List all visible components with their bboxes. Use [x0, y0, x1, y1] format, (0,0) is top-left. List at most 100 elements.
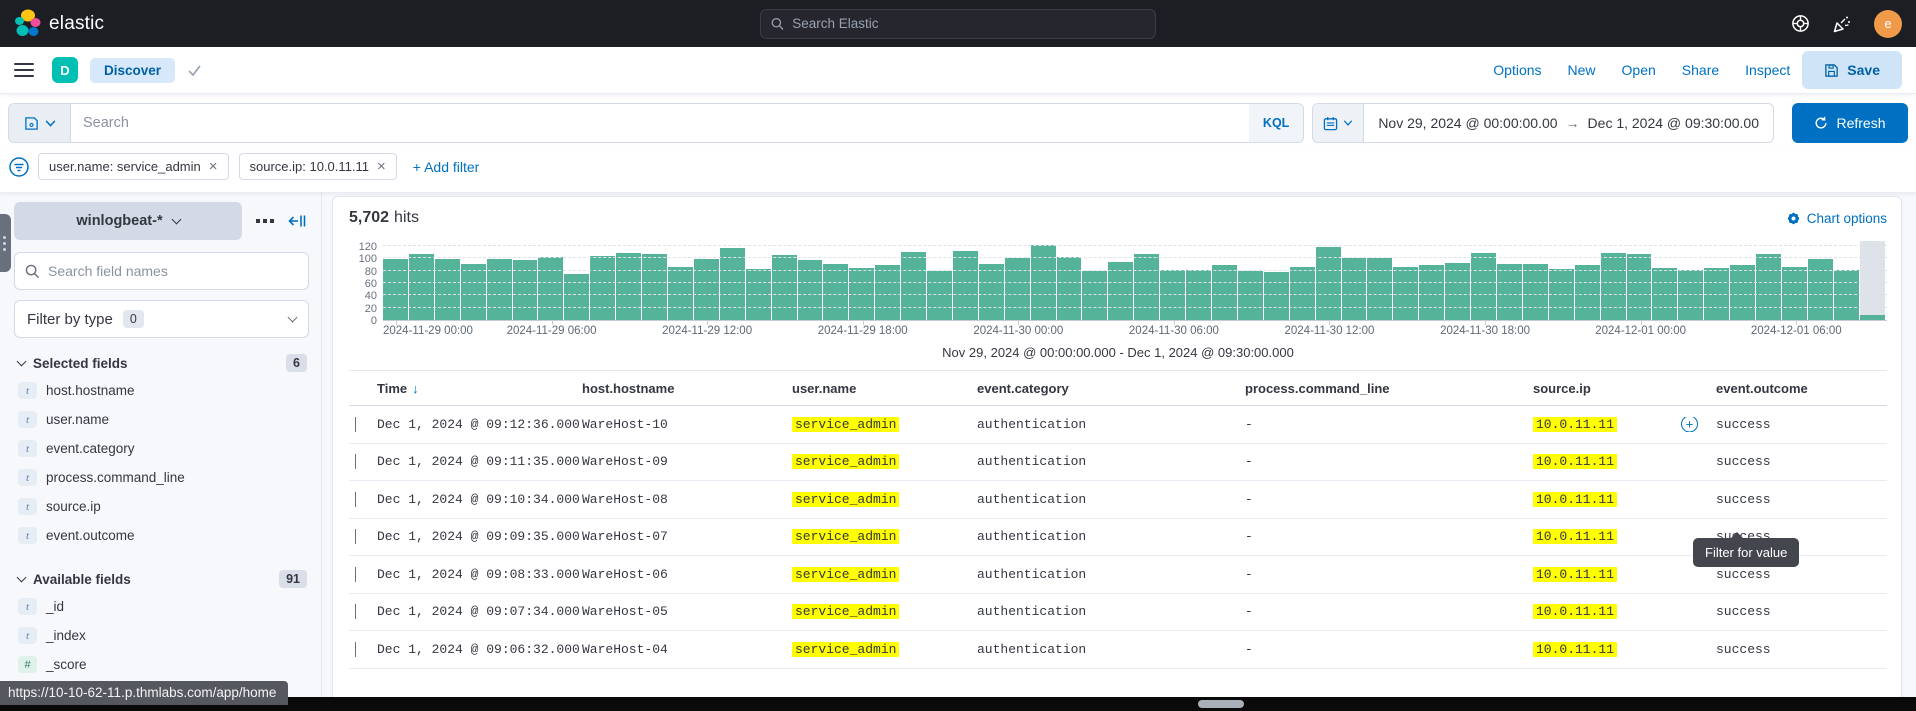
refresh-button[interactable]: Refresh [1792, 103, 1908, 143]
histogram-bar[interactable] [1445, 241, 1470, 320]
histogram-bar[interactable] [668, 241, 693, 320]
expand-row-icon[interactable] [355, 529, 356, 544]
column-header-time[interactable]: Time ↓ [377, 381, 582, 396]
date-from[interactable]: Nov 29, 2024 @ 00:00:00.00 [1378, 115, 1557, 131]
elastic-logo[interactable]: elastic [14, 9, 104, 38]
index-pattern-selector[interactable]: winlogbeat-* [14, 202, 242, 240]
histogram-bar[interactable] [1108, 241, 1133, 320]
field-item-_id[interactable]: t_id [14, 592, 309, 621]
column-header-source-ip[interactable]: source.ip [1533, 381, 1716, 396]
expand-row-icon[interactable] [355, 417, 356, 432]
histogram-bar[interactable] [1082, 241, 1107, 320]
histogram-bar[interactable] [953, 241, 978, 320]
histogram-bar[interactable] [1134, 241, 1159, 320]
histogram-bar[interactable] [720, 241, 745, 320]
query-language-button[interactable]: KQL [1249, 104, 1303, 142]
histogram-bar[interactable] [1730, 241, 1755, 320]
histogram-bar[interactable] [1678, 241, 1703, 320]
histogram-bar[interactable] [1393, 241, 1418, 320]
histogram-bar[interactable] [694, 241, 719, 320]
histogram-bar[interactable] [1031, 241, 1056, 320]
histogram-bar[interactable] [538, 241, 563, 320]
histogram-bar[interactable] [1523, 241, 1548, 320]
expand-row-icon[interactable] [355, 604, 356, 619]
histogram-bar[interactable] [1575, 241, 1600, 320]
histogram-bar[interactable] [1756, 241, 1781, 320]
histogram-bar[interactable] [409, 241, 434, 320]
saved-query-menu-button[interactable] [9, 104, 71, 142]
histogram-bar[interactable] [1342, 241, 1367, 320]
histogram-bar[interactable] [1782, 241, 1807, 320]
help-icon[interactable] [1791, 14, 1810, 33]
histogram-bar[interactable] [1160, 241, 1185, 320]
expand-row-icon[interactable] [355, 642, 356, 657]
remove-filter-icon[interactable]: × [377, 159, 386, 174]
global-search-input[interactable] [792, 16, 1145, 31]
appbar-link-options[interactable]: Options [1493, 62, 1541, 78]
histogram-bar[interactable] [979, 241, 1004, 320]
selected-fields-header[interactable]: Selected fields 6 [18, 354, 309, 372]
expand-row-icon[interactable] [355, 567, 356, 582]
field-item-process.command_line[interactable]: tprocess.command_line [14, 463, 309, 492]
save-button[interactable]: Save [1802, 51, 1902, 89]
column-header-user-name[interactable]: user.name [792, 381, 977, 396]
field-item-event.category[interactable]: tevent.category [14, 434, 309, 463]
histogram-bar[interactable] [513, 241, 538, 320]
date-to[interactable]: Dec 1, 2024 @ 09:30:00.00 [1588, 115, 1759, 131]
column-header-event-outcome[interactable]: event.outcome [1716, 381, 1887, 396]
filter-pill[interactable]: user.name: service_admin× [38, 153, 229, 180]
expand-row-icon[interactable] [355, 454, 356, 469]
histogram-bar[interactable] [642, 241, 667, 320]
index-options-icon[interactable] [252, 215, 278, 227]
histogram-bar[interactable] [487, 241, 512, 320]
global-search[interactable] [760, 9, 1156, 39]
histogram-bar[interactable] [1367, 241, 1392, 320]
histogram-bar[interactable] [1471, 241, 1496, 320]
histogram-bar[interactable] [1290, 241, 1315, 320]
query-input[interactable] [71, 115, 1249, 131]
field-search-input[interactable] [48, 263, 298, 279]
field-item-source.ip[interactable]: tsource.ip [14, 492, 309, 521]
expand-row-icon[interactable] [355, 492, 356, 507]
available-fields-header[interactable]: Available fields 91 [18, 570, 309, 588]
field-item-_score[interactable]: #_score [14, 650, 309, 679]
histogram-bar[interactable] [1057, 241, 1082, 320]
filter-for-value-icon[interactable]: + [1681, 417, 1698, 432]
filter-by-type-button[interactable]: Filter by type 0 [14, 300, 309, 338]
sidebar-resize-handle[interactable] [0, 214, 11, 272]
histogram-bar[interactable] [1212, 241, 1237, 320]
column-header-event-category[interactable]: event.category [977, 381, 1245, 396]
appbar-link-inspect[interactable]: Inspect [1745, 62, 1790, 78]
histogram-bar[interactable] [798, 241, 823, 320]
field-item-event.outcome[interactable]: tevent.outcome [14, 521, 309, 550]
histogram-bar[interactable] [590, 241, 615, 320]
histogram-bar[interactable] [383, 241, 408, 320]
appbar-link-open[interactable]: Open [1622, 62, 1656, 78]
date-quick-menu-button[interactable] [1313, 104, 1364, 142]
remove-filter-icon[interactable]: × [209, 159, 218, 174]
appbar-link-new[interactable]: New [1568, 62, 1596, 78]
histogram-bar[interactable] [1860, 241, 1885, 320]
field-item-host.hostname[interactable]: thost.hostname [14, 376, 309, 405]
histogram-bar[interactable] [1627, 241, 1652, 320]
collapse-sidebar-icon[interactable] [288, 214, 306, 228]
filter-menu-icon[interactable] [8, 156, 30, 178]
histogram-bar[interactable] [461, 241, 486, 320]
histogram-bar[interactable] [1834, 241, 1859, 320]
user-avatar[interactable]: e [1874, 10, 1902, 38]
histogram-bar[interactable] [1601, 241, 1626, 320]
histogram-bar[interactable] [564, 241, 589, 320]
histogram-bar[interactable] [1497, 241, 1522, 320]
menu-icon[interactable] [14, 63, 34, 77]
chart-options-button[interactable]: Chart options [1786, 211, 1887, 226]
histogram-bar[interactable] [772, 241, 797, 320]
histogram-bar[interactable] [1316, 241, 1341, 320]
histogram-bar[interactable] [1419, 241, 1444, 320]
histogram-bar[interactable] [1549, 241, 1574, 320]
histogram-bar[interactable] [1186, 241, 1211, 320]
histogram-bar[interactable] [1704, 241, 1729, 320]
breadcrumb[interactable]: Discover [90, 58, 175, 83]
add-filter-button[interactable]: + Add filter [413, 159, 480, 175]
histogram-bar[interactable] [875, 241, 900, 320]
histogram-bar[interactable] [1005, 241, 1030, 320]
